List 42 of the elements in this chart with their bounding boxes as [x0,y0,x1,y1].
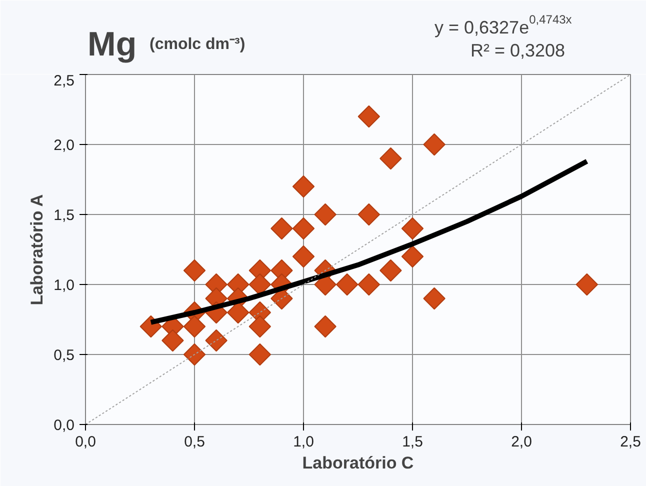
point [423,287,446,310]
point [162,329,184,352]
point [205,329,228,352]
point [314,315,336,338]
x-tick-label: 2,5 [620,434,641,450]
point [401,217,424,240]
point [401,245,424,268]
point [248,343,272,366]
point [358,105,380,128]
x-tick-label: 0,5 [184,434,205,450]
y-tick-label: 1,5 [54,207,75,224]
y-tick-label: 2,5 [54,72,75,90]
x-axis-title: Laboratório C [302,454,414,472]
point [183,315,206,338]
point [270,217,293,240]
x-tick-label: 0,0 [75,434,96,450]
point [380,259,402,282]
point [314,203,336,226]
chart-title: Mg [88,26,137,64]
y-tick-label: 1,0 [54,277,75,294]
point [183,259,206,282]
y-tick-label: 0,0 [54,417,75,434]
x-tick-label: 1,0 [293,434,314,450]
x-tick-label: 1,5 [402,434,423,450]
point [292,175,315,198]
point [248,315,272,338]
point [576,273,598,296]
point [380,147,402,170]
point [292,217,315,240]
x-tick-label: 2,0 [511,434,532,450]
text: R² = 0,3208 [470,40,566,60]
chart-subtitle: (cmolc dm⁻³) [150,36,246,53]
point [226,301,250,324]
point [358,203,380,226]
point [358,273,380,296]
y-tick-label: 0,5 [54,347,75,364]
y-tick-label: 2,0 [54,137,75,154]
point [336,273,358,296]
point [183,343,206,366]
point [292,245,315,268]
y-axis-title: Laboratório A [28,194,47,306]
point [423,133,446,156]
